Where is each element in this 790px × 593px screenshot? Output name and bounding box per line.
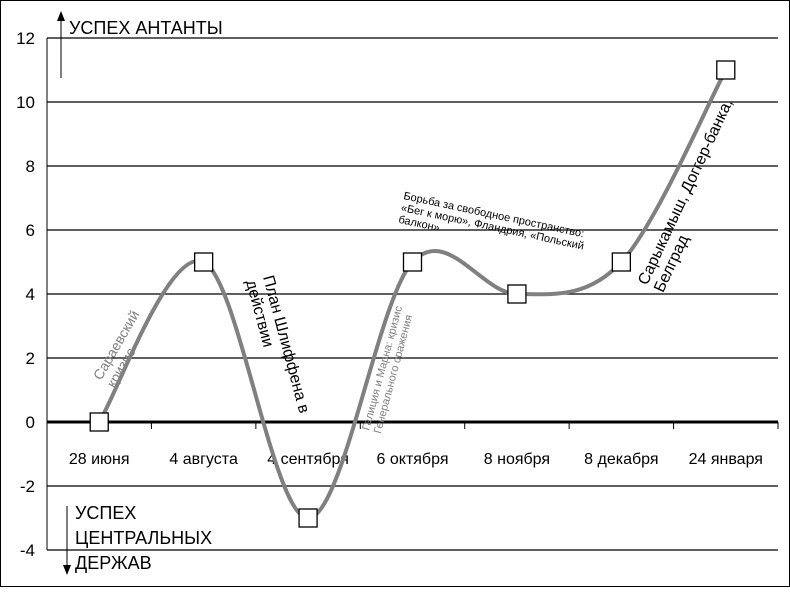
x-tick-label: 28 июня [69, 451, 130, 468]
bottom-annotation-line: УСПЕХ [75, 503, 136, 523]
up-arrow-head-icon [57, 11, 65, 21]
event-annotation: Сараевскийкризис [90, 307, 156, 390]
y-tick-label: 2 [26, 349, 35, 368]
data-point-marker [193, 252, 214, 272]
top-annotation: УСПЕХ АНТАНТЫ [69, 18, 223, 38]
data-point-marker [298, 508, 318, 528]
bottom-annotation-line: ДЕРЖАВ [75, 553, 152, 573]
y-tick-label: 10 [16, 93, 35, 112]
data-point-marker [716, 60, 736, 80]
event-annotation-line: Сарыкамыш, Доггер-банка, [635, 96, 736, 287]
y-tick-label: -2 [20, 477, 35, 496]
y-tick-label: 4 [26, 285, 35, 304]
y-tick-label: 12 [16, 29, 35, 48]
y-tick-label: -4 [20, 541, 35, 560]
x-tick-label: 8 декабря [584, 451, 658, 468]
down-arrow-head-icon [63, 565, 71, 575]
data-point-marker [89, 412, 109, 432]
data-point-marker [402, 252, 423, 272]
bottom-annotation-line: ЦЕНТРАЛЬНЫХ [75, 528, 212, 548]
data-point-marker [507, 284, 527, 304]
y-tick-label: 0 [26, 413, 35, 432]
event-annotation: План Шлиффена вдействии [242, 274, 312, 420]
y-tick-label: 6 [26, 221, 35, 240]
data-point-marker [611, 252, 632, 272]
x-tick-label: 24 января [689, 451, 763, 468]
x-tick-label: 4 августа [169, 451, 238, 468]
x-tick-label: 6 октября [377, 451, 449, 468]
event-annotation: Сарыкамыш, Доггер-банка,Белград [635, 96, 752, 295]
y-tick-label: 8 [26, 157, 35, 176]
x-tick-label: 8 ноября [484, 451, 550, 468]
x-tick-label: 4 сентября [267, 451, 349, 468]
